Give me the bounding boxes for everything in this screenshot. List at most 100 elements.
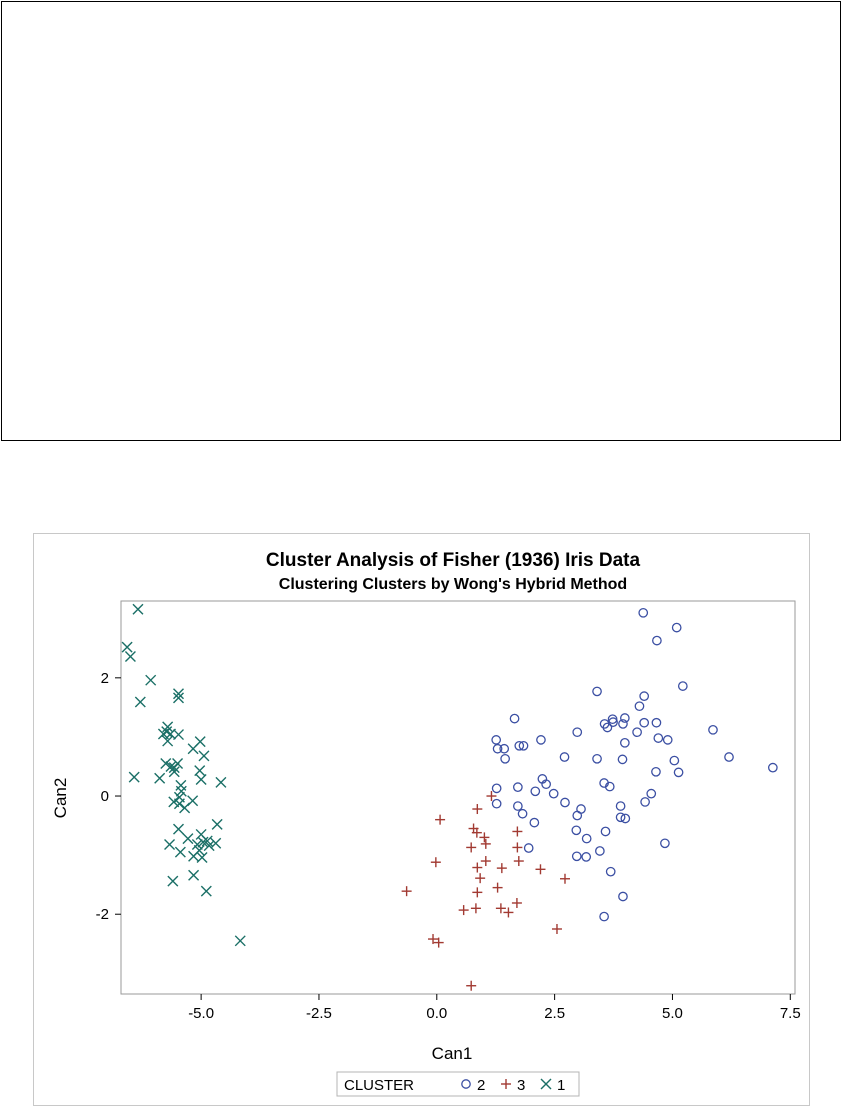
legend-marker-2 — [461, 1079, 471, 1089]
point-cluster-2 — [529, 817, 540, 828]
point-cluster-3 — [486, 791, 497, 802]
point-cluster-2 — [572, 727, 583, 738]
point-cluster-1 — [167, 875, 179, 887]
legend-entries: 2 3 1 — [461, 1077, 565, 1094]
point-cluster-2 — [632, 727, 642, 738]
point-cluster-2 — [724, 752, 734, 762]
x-axis-label: Can1 — [432, 1044, 473, 1063]
point-cluster-1 — [168, 766, 180, 778]
x-tick-label: -2.5 — [306, 1005, 332, 1022]
point-cluster-2 — [581, 852, 592, 862]
point-cluster-2 — [491, 798, 502, 809]
point-cluster-2 — [646, 788, 657, 799]
point-cluster-2 — [651, 766, 661, 777]
point-cluster-1 — [173, 688, 184, 700]
point-cluster-3 — [472, 804, 483, 815]
point-cluster-1 — [179, 802, 191, 814]
point-cluster-1 — [173, 823, 184, 835]
point-cluster-3 — [535, 864, 546, 875]
point-cluster-2 — [514, 740, 525, 751]
point-cluster-1 — [145, 674, 157, 686]
point-cluster-2 — [595, 846, 605, 856]
point-cluster-2 — [530, 786, 541, 797]
point-cluster-2 — [605, 866, 616, 877]
point-cluster-1 — [162, 735, 174, 747]
x-tick-label: 7.5 — [780, 1005, 801, 1022]
point-cluster-2 — [673, 767, 684, 778]
point-cluster-1 — [234, 935, 246, 947]
legend-box — [336, 1071, 580, 1097]
point-cluster-3 — [470, 903, 481, 914]
point-cluster-1 — [210, 837, 222, 849]
point-cluster-2 — [662, 735, 673, 745]
point-cluster-2 — [491, 783, 502, 794]
point-cluster-1 — [124, 651, 136, 663]
point-cluster-1 — [134, 696, 146, 708]
point-cluster-2 — [513, 782, 523, 793]
point-cluster-3 — [472, 862, 483, 873]
point-cluster-2 — [620, 737, 630, 748]
x-tick-label: 0.0 — [426, 1005, 447, 1022]
point-cluster-1 — [182, 833, 194, 845]
point-cluster-1 — [154, 772, 166, 784]
point-cluster-3 — [512, 842, 523, 853]
point-cluster-1 — [173, 692, 184, 704]
point-cluster-3 — [428, 934, 439, 945]
chart-title: Cluster Analysis of Fisher (1936) Iris D… — [266, 550, 641, 571]
point-cluster-1 — [164, 838, 176, 850]
point-cluster-1 — [175, 785, 187, 797]
point-cluster-1 — [211, 818, 223, 830]
point-cluster-1 — [128, 771, 140, 783]
point-cluster-1 — [173, 729, 184, 741]
point-cluster-2 — [492, 743, 503, 754]
legend-label-2: 2 — [477, 1077, 485, 1094]
point-cluster-3 — [512, 826, 523, 837]
point-cluster-3 — [475, 873, 486, 884]
point-cluster-3 — [492, 882, 503, 893]
y-tick-label: -2 — [96, 906, 109, 923]
x-tick-label: 2.5 — [544, 1005, 565, 1022]
point-cluster-2 — [523, 843, 534, 853]
point-cluster-1 — [195, 773, 207, 785]
point-cluster-2 — [592, 753, 602, 764]
point-cluster-3 — [401, 886, 412, 897]
point-cluster-3 — [503, 907, 514, 918]
point-cluster-2 — [640, 797, 650, 807]
point-cluster-1 — [165, 760, 177, 772]
point-cluster-2 — [602, 722, 613, 733]
point-cluster-2 — [615, 812, 626, 823]
point-cluster-1 — [194, 765, 206, 777]
point-cluster-3 — [466, 980, 477, 991]
point-cluster-1 — [188, 869, 200, 881]
point-cluster-2 — [518, 740, 529, 751]
point-cluster-1 — [160, 758, 172, 770]
point-cluster-2 — [599, 911, 609, 922]
y-tick-label: 2 — [101, 670, 109, 687]
point-cluster-3 — [551, 923, 562, 934]
point-cluster-2 — [653, 733, 664, 743]
point-cluster-1 — [200, 885, 212, 897]
point-cluster-3 — [496, 863, 507, 874]
point-cluster-2 — [671, 622, 682, 633]
chart-subtitle: Clustering Clusters by Wong's Hybrid Met… — [279, 576, 627, 593]
legend-title: CLUSTER — [344, 1077, 414, 1094]
point-cluster-1 — [215, 776, 227, 788]
point-cluster-2 — [604, 781, 615, 792]
point-cluster-2 — [639, 717, 650, 728]
point-cluster-2 — [620, 813, 631, 824]
point-cluster-2 — [509, 713, 520, 724]
point-cluster-1 — [187, 743, 199, 755]
point-cluster-3 — [472, 887, 483, 898]
point-cluster-2 — [677, 681, 688, 691]
point-cluster-2 — [617, 754, 628, 765]
point-cluster-3 — [466, 842, 477, 853]
point-cluster-3 — [435, 814, 446, 825]
point-cluster-2 — [600, 826, 611, 837]
x-axis: -5.0 -2.5 0.0 2.5 5.0 7.5 — [188, 994, 801, 1022]
point-cluster-2 — [499, 743, 510, 754]
point-cluster-2 — [620, 713, 630, 723]
point-cluster-2 — [618, 891, 628, 902]
empty-output-box — [1, 1, 841, 441]
data-points — [121, 603, 778, 991]
point-cluster-1 — [191, 838, 203, 850]
